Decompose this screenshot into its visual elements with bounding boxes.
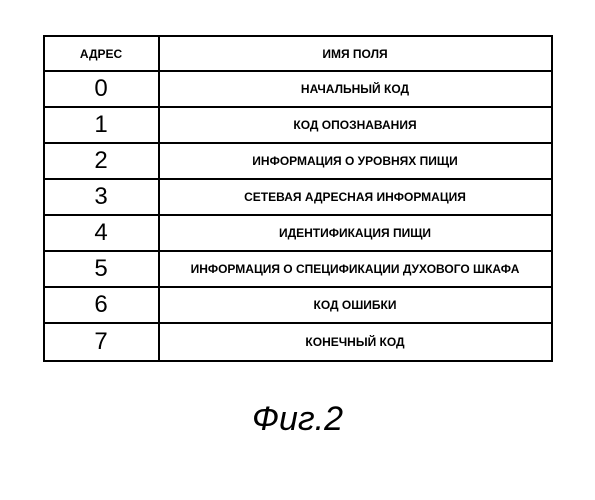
- table-row: 3 СЕТЕВАЯ АДРЕСНАЯ ИНФОРМАЦИЯ: [45, 180, 551, 216]
- table-row: 0 НАЧАЛЬНЫЙ КОД: [45, 72, 551, 108]
- address-cell: 6: [45, 288, 160, 322]
- header-field-name: ИМЯ ПОЛЯ: [160, 37, 551, 70]
- table-header-row: АДРЕС ИМЯ ПОЛЯ: [45, 37, 551, 72]
- address-cell: 0: [45, 72, 160, 106]
- table-row: 5 ИНФОРМАЦИЯ О СПЕЦИФИКАЦИИ ДУХОВОГО ШКА…: [45, 252, 551, 288]
- field-cell: СЕТЕВАЯ АДРЕСНАЯ ИНФОРМАЦИЯ: [160, 180, 551, 214]
- header-address: АДРЕС: [45, 37, 160, 70]
- table-row: 6 КОД ОШИБКИ: [45, 288, 551, 324]
- table-row: 7 КОНЕЧНЫЙ КОД: [45, 324, 551, 360]
- address-cell: 5: [45, 252, 160, 286]
- field-cell: КОД ОПОЗНАВАНИЯ: [160, 108, 551, 142]
- field-cell: НАЧАЛЬНЫЙ КОД: [160, 72, 551, 106]
- address-cell: 4: [45, 216, 160, 250]
- field-cell: ИДЕНТИФИКАЦИЯ ПИЩИ: [160, 216, 551, 250]
- address-cell: 3: [45, 180, 160, 214]
- field-cell: КОНЕЧНЫЙ КОД: [160, 324, 551, 360]
- field-cell: ИНФОРМАЦИЯ О СПЕЦИФИКАЦИИ ДУХОВОГО ШКАФА: [160, 252, 551, 286]
- table-row: 4 ИДЕНТИФИКАЦИЯ ПИЩИ: [45, 216, 551, 252]
- field-cell: ИНФОРМАЦИЯ О УРОВНЯХ ПИЩИ: [160, 144, 551, 178]
- address-cell: 1: [45, 108, 160, 142]
- address-cell: 7: [45, 324, 160, 360]
- table-row: 2 ИНФОРМАЦИЯ О УРОВНЯХ ПИЩИ: [45, 144, 551, 180]
- table-row: 1 КОД ОПОЗНАВАНИЯ: [45, 108, 551, 144]
- field-cell: КОД ОШИБКИ: [160, 288, 551, 322]
- figure-caption: Фиг.2: [252, 400, 343, 439]
- protocol-table: АДРЕС ИМЯ ПОЛЯ 0 НАЧАЛЬНЫЙ КОД 1 КОД ОПО…: [43, 35, 553, 362]
- address-cell: 2: [45, 144, 160, 178]
